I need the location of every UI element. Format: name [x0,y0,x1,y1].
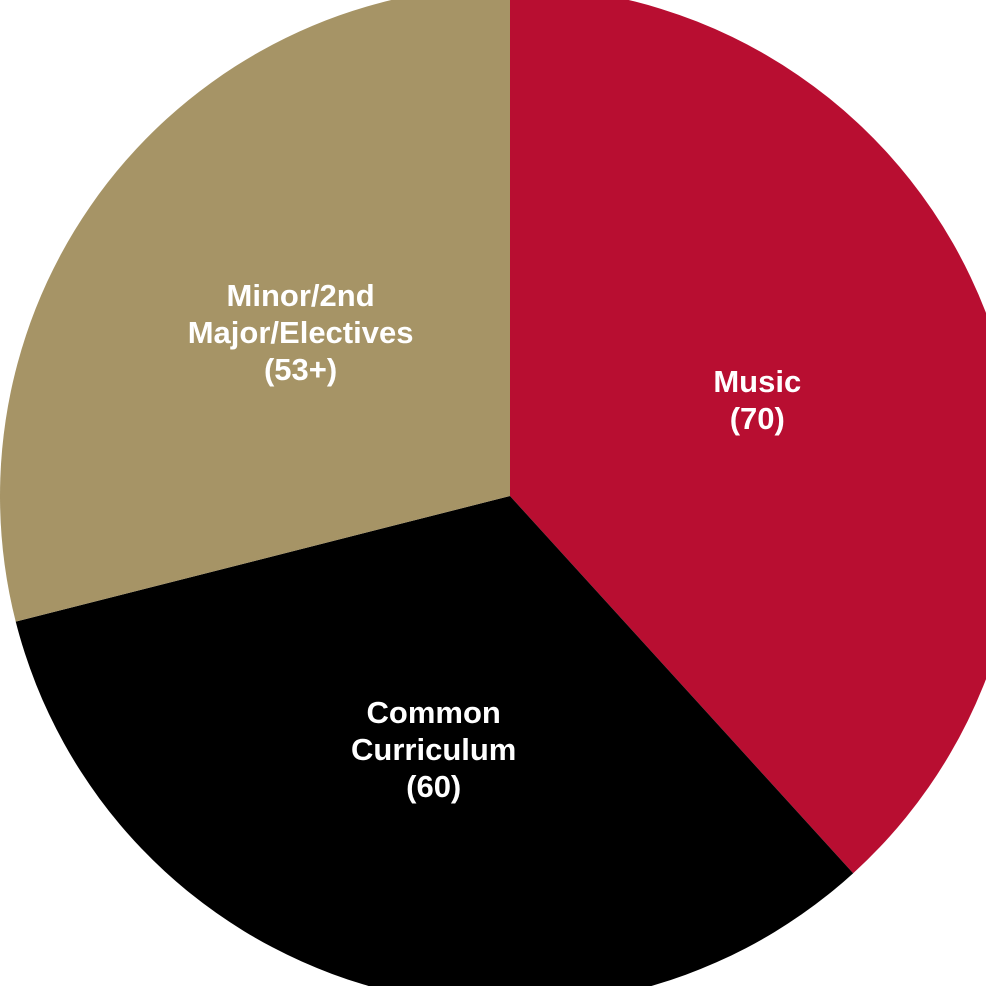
slice-value-label: (60) [406,769,461,804]
pie-slice-2 [15,496,854,986]
slice-name-line: Curriculum [351,732,516,767]
slice-name-line: Common [367,695,501,730]
slice-value-label: (70) [730,401,785,436]
slice-name-line: Minor/2nd [227,278,375,313]
slice-label-1: Music (70) [713,364,801,436]
pie-slice-1 [510,0,986,874]
pie-labels: Music (70) Common Curriculum (60) Minor/2nd Ma… [188,278,801,804]
slice-label-3: Minor/2nd Major/Electives (53+) [188,278,414,387]
slice-name-line: Music [713,364,801,399]
slice-label-2: Common Curriculum (60) [351,695,516,804]
pie-slice-3 [0,0,510,622]
slice-value-label: (53+) [264,352,337,387]
slice-name-line: Major/Electives [188,315,414,350]
